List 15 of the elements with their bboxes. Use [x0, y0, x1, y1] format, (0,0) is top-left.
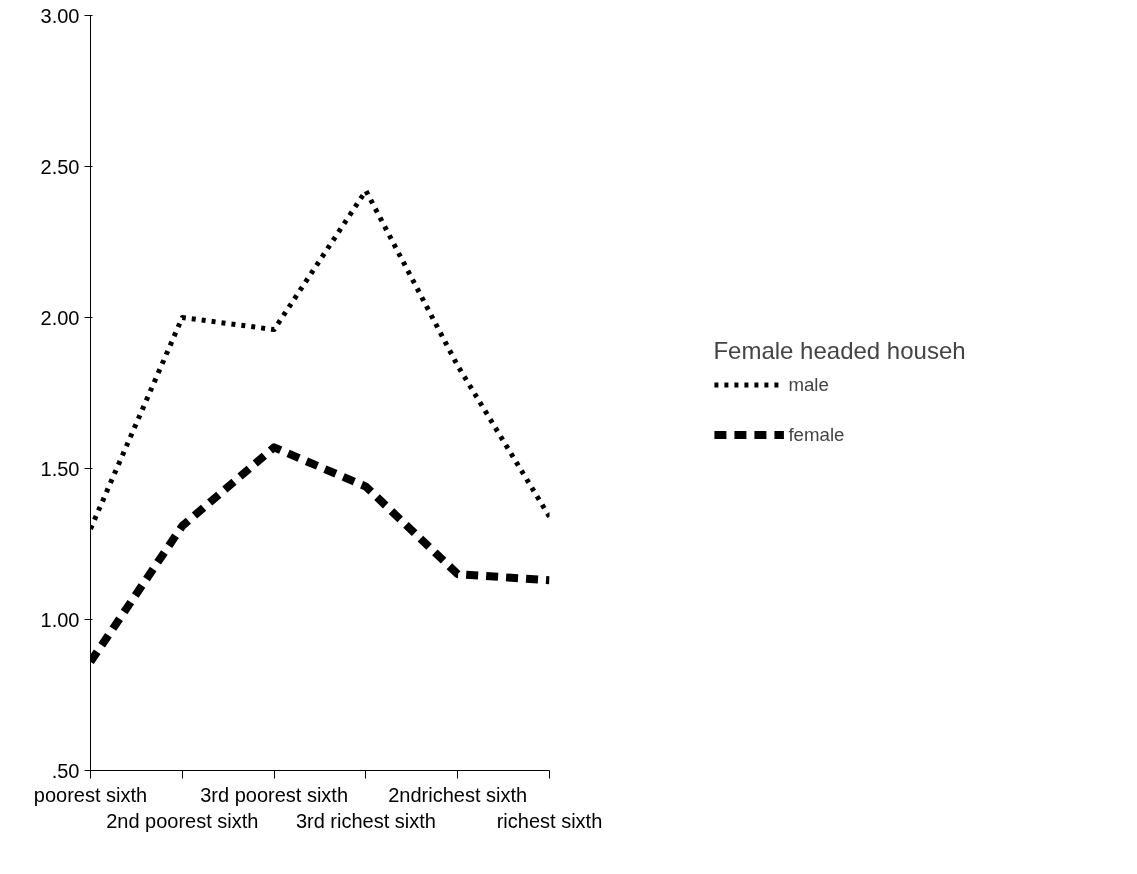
- x-tick-label: 3rd richest sixth: [295, 809, 436, 832]
- legend-title: Female headed househ: [713, 336, 966, 364]
- x-tick-label: richest sixth: [496, 809, 603, 832]
- y-tick-label: 2.00: [40, 306, 80, 329]
- x-tick-label: 3rd poorest sixth: [200, 783, 349, 806]
- x-tick-label: poorest sixth: [33, 783, 148, 806]
- legend-label: female: [788, 423, 845, 445]
- y-tick-label: 1.00: [40, 608, 80, 631]
- y-tick-label: .50: [51, 759, 80, 782]
- y-tick-label: 2.50: [40, 155, 80, 178]
- legend-label: male: [788, 373, 829, 395]
- y-tick-label: 3.00: [40, 4, 80, 27]
- x-tick-label: 2nd poorest sixth: [106, 809, 259, 832]
- x-tick-label: 2ndrichest sixth: [388, 783, 528, 806]
- y-tick-label: 1.50: [40, 457, 80, 480]
